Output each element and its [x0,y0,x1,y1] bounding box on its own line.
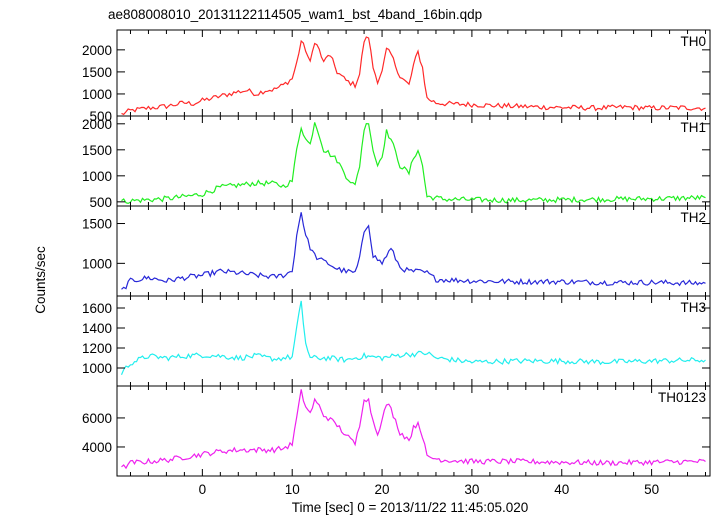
panel-th1: TH1 500 1000 1500 2000 [82,115,711,210]
x-tick-label: 10 [285,482,300,497]
panel-th0: TH0 500 1000 1500 2000 [82,29,711,124]
panel-frame [116,29,711,117]
panel-th3: TH3 1000 1200 1400 1600 [82,295,711,387]
y-tick-label: 1500 [82,65,112,80]
panel-th2: TH2 1000 1500 [82,205,711,297]
y-tick-label: 6000 [82,411,112,426]
y-tick-label: 1200 [82,341,112,356]
panel-label-th0: TH0 [680,34,706,49]
x-tick-label: 40 [554,482,569,497]
x-tick-label: 20 [375,482,390,497]
series-th3 [120,300,706,375]
y-tick-label: 2000 [82,117,112,132]
y-tick-label: 1000 [82,361,112,376]
panel-label-th2: TH2 [680,210,706,225]
panel-frame [116,385,711,477]
y-tick-label: 4000 [82,440,112,455]
y-tick-label: 1400 [82,321,112,336]
series-th0 [121,36,706,116]
y-tick-label: 500 [89,195,112,210]
panel-frame [116,205,711,297]
x-axis-label: Time [sec] 0 = 2013/11/22 11:45:05.020 [292,500,529,515]
y-tick-label: 1000 [82,87,112,102]
panel-th0123: TH0123 4000 6000 [82,385,711,477]
panel-frame [116,295,711,387]
panels-layer: TH0500100015002000TH1500100015002000TH21… [82,29,711,497]
series-th0123 [121,389,706,470]
panel-label-th1: TH1 [680,120,706,135]
panel-label-th0123: TH0123 [658,390,706,405]
chart-title: ae808008010_20131122114505_wam1_bst_4ban… [108,7,482,22]
y-tick-label: 500 [89,109,112,124]
y-tick-label: 1500 [82,143,112,158]
x-tick-label: 30 [464,482,479,497]
y-tick-label: 1500 [82,217,112,232]
x-tick-label: 0 [199,482,207,497]
panel-label-th3: TH3 [680,300,706,315]
y-tick-label: 1000 [82,256,112,271]
series-th1 [121,122,706,205]
y-tick-label: 1600 [82,301,112,316]
y-tick-label: 1000 [82,169,112,184]
series-th2 [121,212,706,290]
x-tick-label: 50 [644,482,659,497]
y-tick-label: 2000 [82,43,112,58]
y-axis-label: Counts/sec [33,246,48,314]
